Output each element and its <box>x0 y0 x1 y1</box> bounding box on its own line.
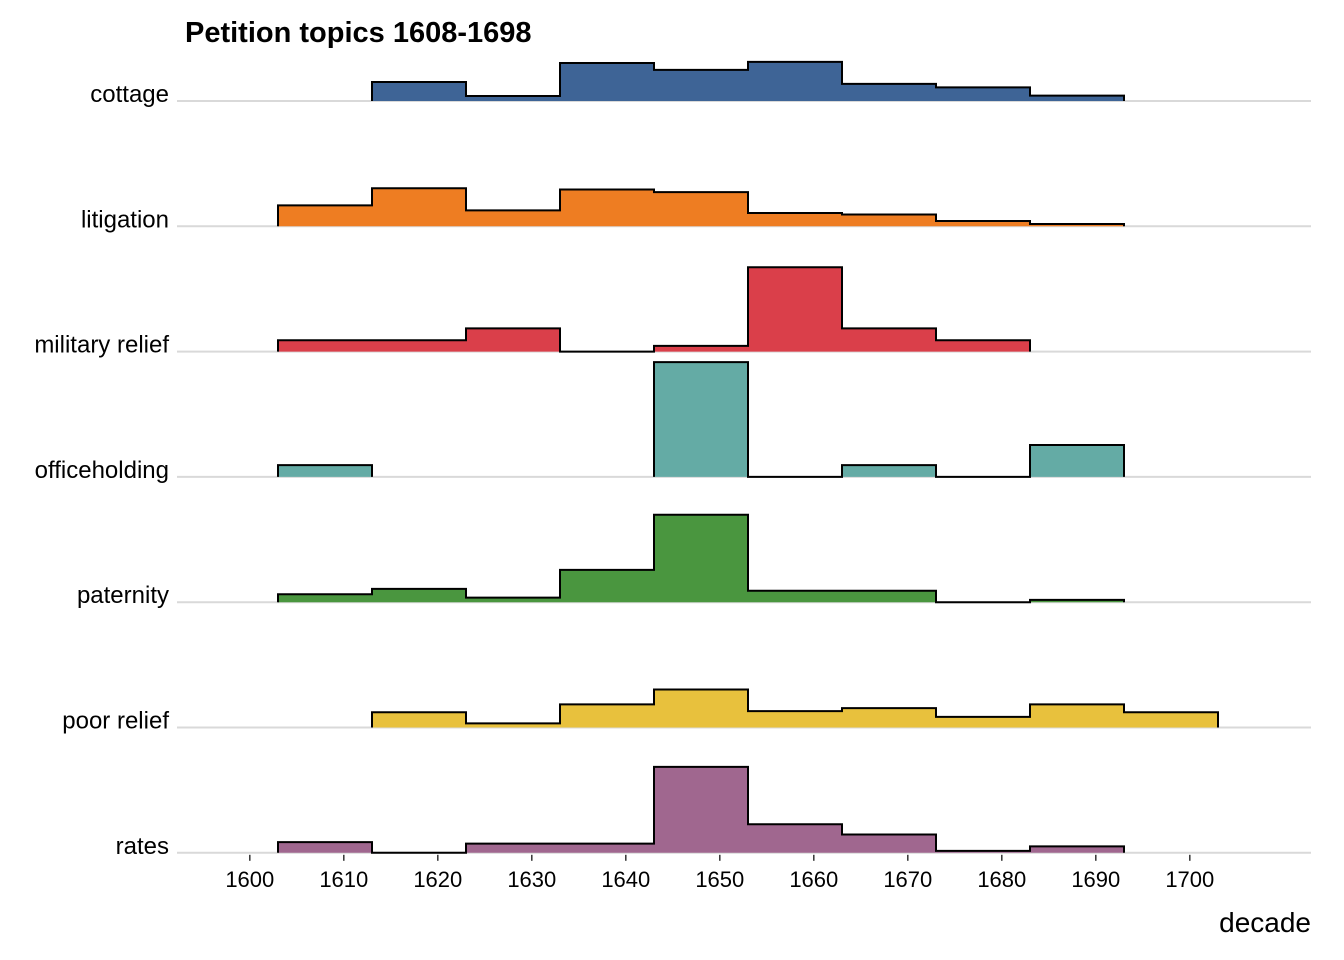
chart-title: Petition topics 1608-1698 <box>185 17 532 49</box>
ridge-area-rates-0 <box>278 766 1124 853</box>
row-label-litigation: litigation <box>81 206 169 233</box>
ridge-litigation <box>277 187 1125 227</box>
ridge-rates <box>277 765 1125 854</box>
ridge-area-poor-relief-0 <box>372 689 1218 728</box>
x-tick-label: 1620 <box>413 867 462 892</box>
x-tick-label: 1650 <box>695 867 744 892</box>
row-label-military-relief: military relief <box>34 332 169 359</box>
ridge-outline-officeholding-0 <box>277 464 373 477</box>
ridge-military-relief <box>277 266 1031 353</box>
x-tick-label: 1690 <box>1071 867 1120 892</box>
row-label-officeholding: officeholding <box>35 457 169 484</box>
x-axis: 1600 1610 1620 1630 1640 1650 1660 1670 1680 1690… <box>225 854 1214 892</box>
ridge-poor-relief <box>371 688 1219 728</box>
ridge-outline-poor-relief-0 <box>371 688 1219 728</box>
ridge-officeholding <box>277 361 1125 478</box>
ridge-outline-rates-0 <box>277 765 1125 854</box>
x-tick-label: 1660 <box>789 867 838 892</box>
ridge-outline-litigation-0 <box>277 187 1125 227</box>
ridge-area-officeholding-1 <box>654 362 1124 477</box>
x-tick-label: 1630 <box>507 867 556 892</box>
row-label-paternity: paternity <box>77 582 169 609</box>
row-label-cottage: cottage <box>90 81 169 108</box>
x-tick-label: 1680 <box>977 867 1026 892</box>
row-label-poor-relief: poor relief <box>62 708 169 735</box>
x-tick-label: 1670 <box>883 867 932 892</box>
ridge-cottage <box>371 60 1125 101</box>
x-tick-label: 1640 <box>601 867 650 892</box>
x-tick-label: 1610 <box>319 867 368 892</box>
ridge-outline-cottage-0 <box>371 60 1125 101</box>
ridge-area-litigation-0 <box>278 188 1124 227</box>
ridge-outline-military-relief-0 <box>277 266 1031 353</box>
x-axis-label: decade <box>1219 907 1311 938</box>
ridge-area-officeholding-0 <box>278 465 372 477</box>
ridge-rows: cottage litigation military relief officeho… <box>34 60 1311 860</box>
ridge-area-military-relief-0 <box>278 267 1030 352</box>
ridge-area-paternity-0 <box>278 514 1124 603</box>
row-label-rates: rates <box>116 833 169 860</box>
x-tick-label: 1700 <box>1165 867 1214 892</box>
ridge-outline-officeholding-1 <box>653 361 1125 478</box>
ridge-paternity <box>277 513 1125 604</box>
x-tick-label: 1600 <box>225 867 274 892</box>
ridge-outline-paternity-0 <box>277 513 1125 604</box>
